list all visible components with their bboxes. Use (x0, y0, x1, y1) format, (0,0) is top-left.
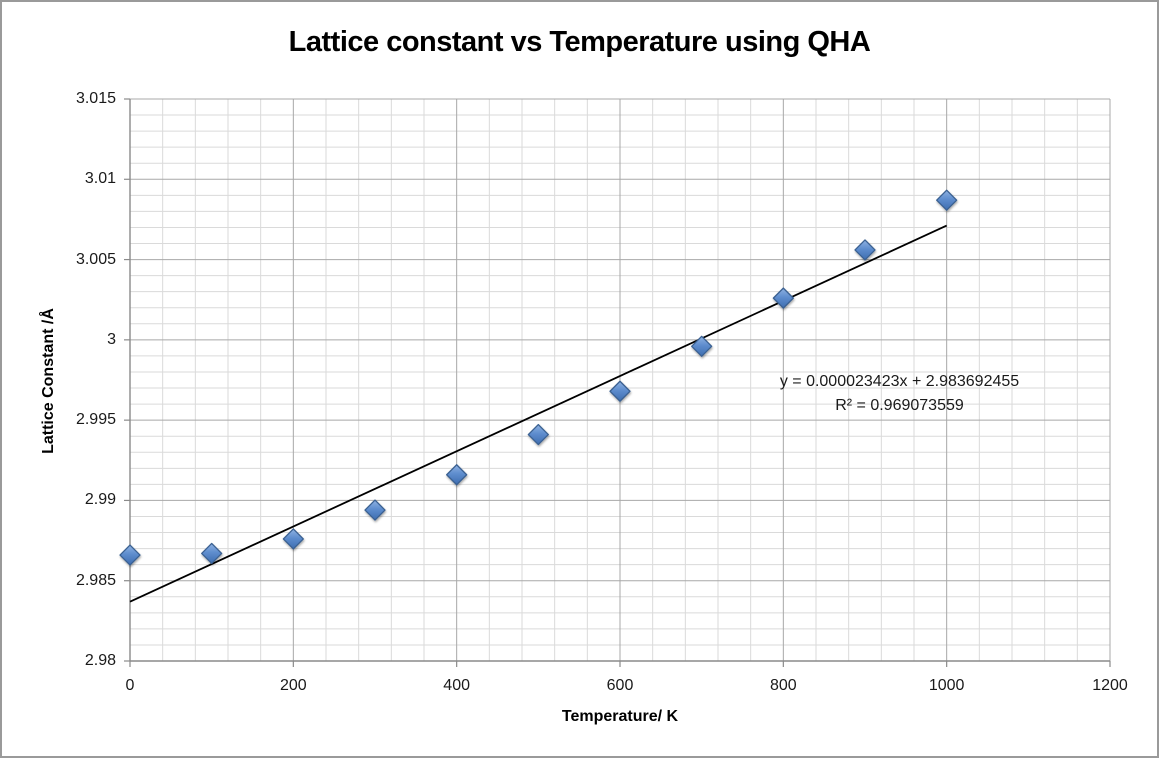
trendline-annotation[interactable]: y = 0.000023423x + 2.983692455 R² = 0.96… (729, 370, 1070, 418)
r-squared-value: R² = 0.969073559 (835, 397, 964, 414)
trendline-line[interactable] (129, 224, 948, 603)
plot-area[interactable] (119, 98, 1111, 667)
x-tick-label: 1000 (928, 677, 965, 694)
data-point[interactable] (527, 423, 549, 446)
chart-title[interactable]: Lattice constant vs Temperature using QH… (288, 26, 871, 58)
data-point[interactable] (282, 528, 304, 550)
y-tick-label: 2.995 (75, 411, 116, 429)
x-tick-label: 200 (279, 677, 307, 694)
data-point[interactable] (936, 189, 958, 211)
x-tick-label: 1200 (1092, 677, 1128, 694)
y-tick-label: 2.99 (84, 491, 116, 509)
trendline-equation: y = 0.000023423x + 2.983692455 (779, 373, 1020, 390)
data-point[interactable] (772, 287, 794, 309)
x-tick-label: 0 (125, 677, 135, 694)
y-tick-label: 3 (107, 330, 116, 348)
x-tick-label: 600 (606, 677, 634, 694)
data-point[interactable] (609, 380, 631, 402)
data-point[interactable] (201, 542, 223, 565)
y-tick-label: 3.01 (84, 170, 116, 188)
trendline[interactable] (129, 224, 948, 603)
x-tick-label: 400 (443, 677, 470, 694)
data-series[interactable] (119, 189, 958, 566)
data-point[interactable] (691, 335, 713, 357)
data-point[interactable] (446, 464, 468, 486)
y-tick-label: 2.98 (84, 652, 116, 669)
data-point[interactable] (119, 544, 141, 566)
data-point[interactable] (854, 239, 876, 261)
x-tick-label: 800 (769, 677, 797, 694)
y-tick-label: 3.015 (75, 90, 116, 107)
y-tick-label: 3.005 (75, 250, 116, 268)
axes (124, 98, 1111, 667)
y-axis-title[interactable]: Lattice Constant /Å (40, 308, 57, 454)
data-point[interactable] (364, 499, 386, 521)
y-tick-label: 2.985 (75, 571, 116, 589)
x-axis-title[interactable]: Temperature/ K (561, 708, 679, 725)
